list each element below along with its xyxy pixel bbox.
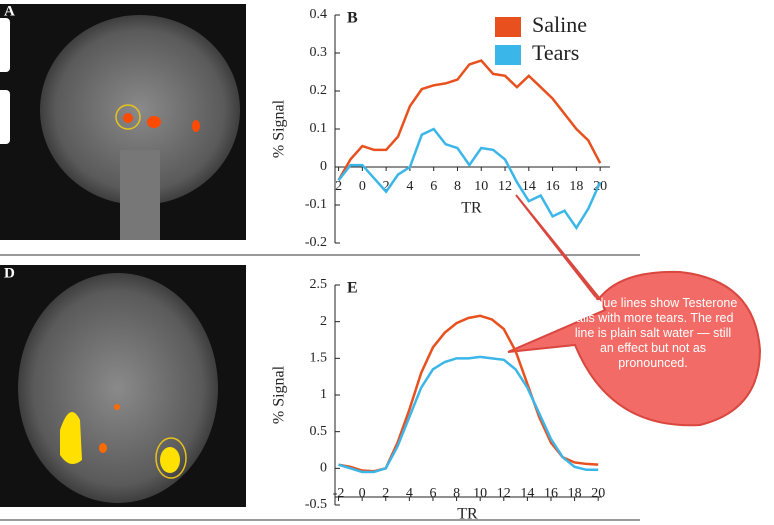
data-line: [337, 59, 602, 181]
y-tick-label: -0.1: [305, 197, 327, 212]
data-line: [337, 127, 602, 231]
activation: [114, 404, 120, 410]
x-tick-label: 6: [430, 179, 437, 194]
x-tick-label: 2: [382, 486, 389, 501]
y-tick-label: 0.4: [310, 7, 328, 22]
y-tick-label: 0.2: [310, 83, 328, 98]
brainstem: [120, 150, 160, 240]
y-tick-label: 0.5: [310, 424, 328, 439]
x-tick-label: 6: [429, 486, 436, 501]
x-tick-label: 0: [359, 486, 366, 501]
activation: [192, 120, 200, 132]
y-tick-label: 2.5: [310, 277, 328, 292]
x-tick-label: 0: [359, 179, 366, 194]
activation: [123, 113, 133, 123]
side-tab: [0, 90, 10, 144]
y-tick-label: 0.1: [310, 121, 328, 136]
callout-text: The blue lines show Testerone falls with…: [568, 296, 738, 370]
y-tick-label: 1.5: [310, 351, 328, 366]
x-tick-label: 10: [474, 179, 488, 194]
x-tick-label: 2: [335, 179, 342, 194]
x-tick-label: 14: [522, 179, 536, 194]
x-tick-label: 16: [546, 179, 560, 194]
activation: [160, 447, 180, 473]
x-tick-label: 12: [497, 486, 511, 501]
roi-circle: [115, 104, 141, 130]
x-tick-label: 4: [406, 179, 413, 194]
panel-label: B: [347, 10, 358, 27]
x-tick-label: 20: [591, 486, 605, 501]
panel-label: D: [4, 265, 15, 281]
y-tick-label: 2: [320, 314, 327, 329]
panel-label: E: [347, 280, 358, 297]
x-tick-label: 16: [544, 486, 558, 501]
data-line: [338, 355, 599, 474]
x-tick-label: 18: [569, 179, 583, 194]
y-tick-label: -0.5: [305, 497, 327, 512]
brain-shape: [18, 273, 218, 503]
y-axis-label: % Signal: [271, 99, 288, 158]
legend-label: Saline: [532, 12, 587, 37]
activation: [147, 116, 161, 128]
legend-swatch: [495, 17, 521, 37]
activation: [60, 412, 82, 464]
x-axis-label: TR: [457, 506, 478, 523]
y-tick-label: -0.2: [305, 235, 327, 250]
x-tick-label: 14: [520, 486, 534, 501]
y-tick-label: 0: [320, 461, 327, 476]
activation: [99, 443, 107, 453]
side-tab: [0, 18, 10, 72]
x-tick-label: -2: [333, 486, 345, 501]
panel-label: A: [4, 3, 15, 19]
legend-label: Tears: [532, 40, 579, 65]
x-tick-label: 8: [454, 179, 461, 194]
y-axis-label: % Signal: [271, 365, 288, 424]
x-axis-label: TR: [461, 200, 482, 217]
x-tick-label: 2: [383, 179, 390, 194]
x-tick-label: 8: [453, 486, 460, 501]
y-tick-label: 0: [320, 159, 327, 174]
callout-balloon: [507, 194, 762, 427]
x-tick-label: 4: [406, 486, 413, 501]
y-tick-label: 0.3: [310, 45, 328, 60]
brain-shape: [40, 15, 240, 205]
legend-swatch: [495, 45, 521, 65]
roi-circle: [155, 437, 187, 479]
x-tick-label: 10: [473, 486, 487, 501]
x-tick-label: 18: [568, 486, 582, 501]
x-tick-label: 12: [498, 179, 512, 194]
y-tick-label: 1: [320, 387, 327, 402]
